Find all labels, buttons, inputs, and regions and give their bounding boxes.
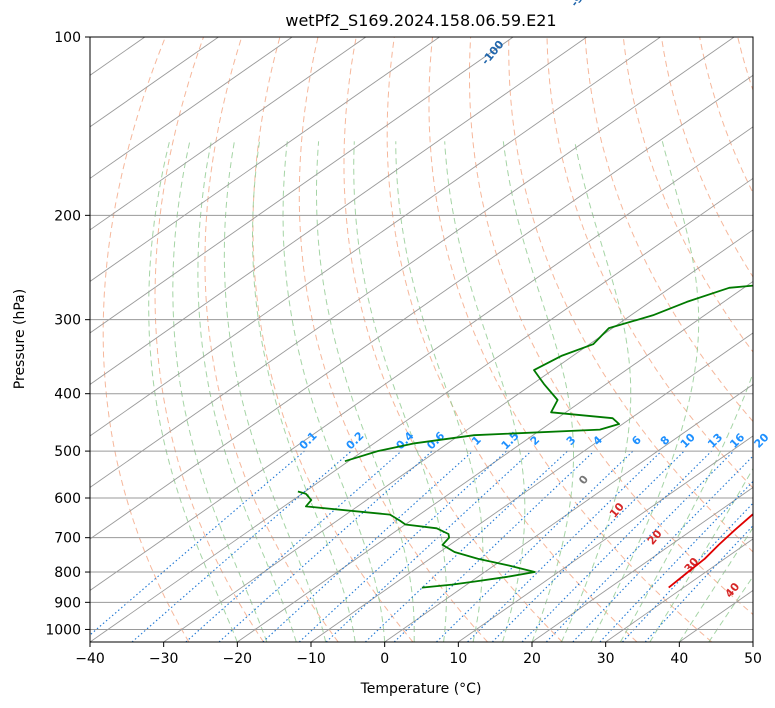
isotherm-line xyxy=(90,37,514,334)
isotherm-line xyxy=(90,37,293,179)
mixing-ratio-line xyxy=(90,450,305,636)
isotherm-line xyxy=(90,74,753,540)
dry-adiabat-line xyxy=(204,37,339,642)
y-tick-label: 200 xyxy=(54,208,81,224)
line-label: -90 xyxy=(568,0,591,9)
y-tick-label: 700 xyxy=(54,531,81,547)
isotherm-line xyxy=(458,435,753,642)
isotherm-line xyxy=(531,486,753,642)
dry-adiabat-line xyxy=(154,37,264,642)
dry-adiabat-line xyxy=(469,37,753,616)
y-axis-title: Pressure (hPa) xyxy=(12,289,28,389)
isotherm-line xyxy=(90,37,661,437)
mixing-ratio-line xyxy=(545,450,735,642)
mixing-ratio-line xyxy=(262,450,474,642)
isotherm-line xyxy=(90,177,753,642)
isotherm-line xyxy=(752,641,753,642)
isotherm-line xyxy=(163,229,753,642)
isotherm-line xyxy=(90,37,735,489)
x-tick-label: −40 xyxy=(75,651,105,667)
isotherm-line xyxy=(90,37,440,282)
isotherm-line xyxy=(0,37,71,642)
plot-background xyxy=(90,37,753,642)
x-tick-label: 30 xyxy=(597,651,615,667)
isotherm-line xyxy=(237,280,753,642)
y-tick-label: 900 xyxy=(54,595,81,611)
dry-adiabat-line xyxy=(622,37,753,353)
dry-adiabat-line xyxy=(546,37,753,489)
line-label: 20 xyxy=(752,430,772,450)
mixing-ratio-line xyxy=(131,450,352,642)
x-tick-label: 40 xyxy=(670,651,688,667)
x-tick-label: 50 xyxy=(744,651,762,667)
isotherm-line xyxy=(605,538,753,642)
mixing-ratio-line xyxy=(467,450,662,642)
dry-adiabat-line xyxy=(298,37,488,642)
isotherm-line xyxy=(90,37,367,231)
isotherm-line xyxy=(90,126,753,592)
dewpoint-profile-upper xyxy=(344,284,753,463)
mixing-ratio-line xyxy=(491,450,685,642)
y-tick-label: 100 xyxy=(54,30,81,46)
mixing-ratio-line xyxy=(298,450,507,642)
isotherm-line xyxy=(384,383,753,642)
x-tick-label: 20 xyxy=(523,651,541,667)
mixing-ratio-line xyxy=(521,450,712,642)
isotherm-line xyxy=(310,332,753,642)
x-tick-label: −20 xyxy=(223,651,253,667)
sounding-profiles xyxy=(297,284,753,589)
mixing-ratio-line xyxy=(325,450,532,642)
dewpoint-profile-lower xyxy=(297,490,536,589)
chart-title: wetPf2_S169.2024.158.06.59.E21 xyxy=(285,11,556,31)
y-axis-ticks: 1000 900 800 700 600 500 400 300 200 100 xyxy=(45,30,90,638)
y-tick-label: 300 xyxy=(54,313,81,329)
mixing-ratio-line xyxy=(436,450,634,642)
y-tick-label: 400 xyxy=(54,387,81,403)
y-tick-label: 1000 xyxy=(45,622,81,638)
isotherm-line xyxy=(90,37,588,385)
y-tick-label: 800 xyxy=(54,565,81,581)
dry-adiabat-line xyxy=(428,37,713,642)
y-tick-label: 600 xyxy=(54,491,81,507)
dry-adiabat-line xyxy=(102,37,190,642)
x-tick-label: 0 xyxy=(380,651,389,667)
x-axis-ticks: −40 −30 −20 −10 0 10 20 30 40 50 xyxy=(75,642,762,667)
dry-adiabat-line xyxy=(252,37,414,642)
x-tick-label: 10 xyxy=(449,651,467,667)
dry-adiabat-line xyxy=(343,37,563,642)
y-tick-label: 500 xyxy=(54,444,81,460)
x-tick-label: −30 xyxy=(149,651,179,667)
pressure-gridlines xyxy=(90,36,753,630)
mixing-ratio-line xyxy=(572,455,753,642)
plot-frame xyxy=(89,36,754,643)
dry-adiabat-line xyxy=(584,37,753,423)
dry-adiabat-line xyxy=(386,37,638,642)
dry-adiabat-line xyxy=(508,37,753,553)
x-tick-label: −10 xyxy=(296,651,326,667)
x-axis-title: Temperature (°C) xyxy=(360,681,482,697)
